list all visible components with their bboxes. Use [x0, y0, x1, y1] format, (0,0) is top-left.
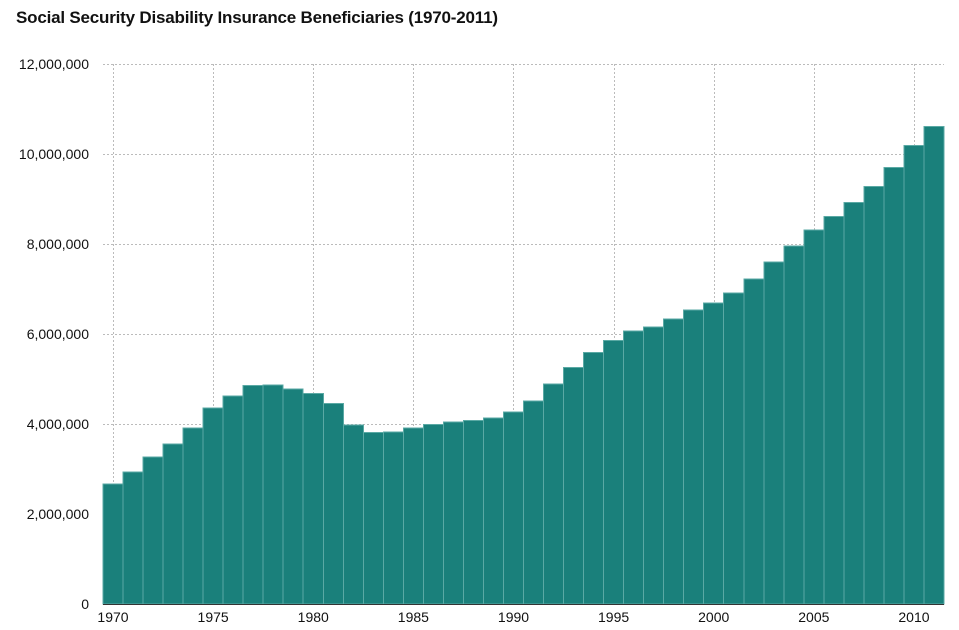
- bar-2000: [703, 302, 725, 605]
- chart-title: Social Security Disability Insurance Ben…: [16, 8, 498, 27]
- bar-1977: [242, 385, 264, 605]
- bar-1988: [462, 420, 484, 605]
- y-tick-label: 8,000,000: [27, 236, 89, 252]
- bar-1999: [683, 309, 705, 605]
- bar-1997: [643, 326, 665, 605]
- bar-1980: [302, 392, 324, 605]
- bar-1995: [603, 339, 625, 605]
- bar-1984: [382, 431, 404, 605]
- bar-1991: [523, 400, 545, 605]
- y-axis-ticks: 0 2,000,000 4,000,000 6,000,000 8,000,000 10,…: [19, 56, 89, 612]
- bar-1981: [322, 402, 344, 605]
- bar-2011: [923, 126, 945, 605]
- bar-1970: [102, 483, 124, 605]
- x-tick-label: 1975: [198, 609, 229, 625]
- bar-layer: [102, 126, 945, 605]
- bar-1971: [122, 471, 144, 605]
- bar-1979: [282, 388, 304, 605]
- bar-1987: [442, 421, 464, 605]
- bar-2003: [763, 261, 785, 605]
- bar-1972: [142, 456, 164, 605]
- bar-2001: [723, 292, 745, 605]
- x-tick-label: 1970: [97, 609, 128, 625]
- y-tick-label: 6,000,000: [27, 326, 89, 342]
- x-tick-label: 2005: [798, 609, 829, 625]
- x-tick-label: 2000: [698, 609, 729, 625]
- bar-2008: [863, 185, 885, 605]
- bar-1992: [543, 383, 565, 605]
- bar-1986: [422, 423, 444, 605]
- y-tick-label: 2,000,000: [27, 506, 89, 522]
- bar-1998: [663, 318, 685, 605]
- y-tick-label: 12,000,000: [19, 56, 89, 72]
- bar-1990: [502, 411, 525, 605]
- bar-1976: [222, 395, 244, 605]
- bar-1974: [182, 427, 204, 605]
- x-tick-label: 1985: [398, 609, 429, 625]
- bar-2006: [823, 215, 845, 605]
- bar-1982: [342, 424, 364, 605]
- bar-1973: [162, 443, 184, 605]
- bar-1985: [402, 427, 424, 605]
- y-tick-label: 10,000,000: [19, 146, 89, 162]
- x-tick-label: 1990: [498, 609, 529, 625]
- bar-2010: [903, 144, 925, 605]
- y-tick-label: 0: [81, 596, 89, 612]
- bar-1978: [262, 384, 284, 605]
- bar-2007: [843, 202, 865, 605]
- x-tick-label: 1980: [298, 609, 329, 625]
- bar-2005: [803, 229, 825, 605]
- bar-2009: [883, 167, 905, 605]
- bar-2004: [783, 245, 805, 605]
- x-axis-ticks: 1970 1975 1980 1985 1990 1995 2000 2005 2010: [97, 609, 929, 625]
- bar-1993: [563, 367, 585, 605]
- bar-1994: [583, 352, 605, 605]
- x-tick-label: 1995: [598, 609, 629, 625]
- x-tick-label: 2010: [898, 609, 929, 625]
- bar-1983: [362, 431, 384, 605]
- bar-1989: [482, 417, 504, 605]
- bar-1975: [202, 407, 224, 605]
- bar-2002: [743, 278, 765, 605]
- y-tick-label: 4,000,000: [27, 416, 89, 432]
- bar-1996: [623, 330, 645, 605]
